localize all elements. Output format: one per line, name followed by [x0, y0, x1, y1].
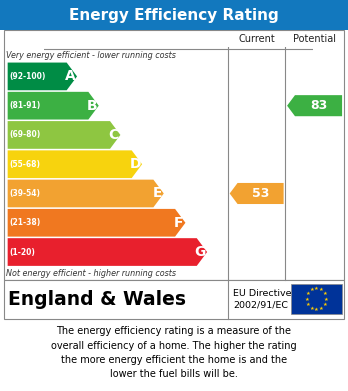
Text: ★: ★	[306, 302, 310, 307]
Text: Energy Efficiency Rating: Energy Efficiency Rating	[69, 7, 279, 23]
Text: (81-91): (81-91)	[9, 101, 41, 110]
Text: D: D	[129, 157, 141, 171]
Text: (92-100): (92-100)	[9, 72, 46, 81]
Text: (39-54): (39-54)	[9, 189, 40, 198]
Text: EU Directive
2002/91/EC: EU Directive 2002/91/EC	[233, 289, 292, 310]
Polygon shape	[8, 121, 120, 149]
Text: F: F	[174, 216, 183, 230]
Text: (69-80): (69-80)	[9, 131, 41, 140]
Text: ★: ★	[314, 307, 319, 312]
Text: England & Wales: England & Wales	[8, 290, 185, 308]
Text: ★: ★	[304, 297, 309, 301]
Text: C: C	[109, 128, 119, 142]
Polygon shape	[287, 95, 342, 116]
Text: ★: ★	[306, 291, 310, 296]
Text: E: E	[152, 187, 162, 201]
Text: (21-38): (21-38)	[9, 218, 41, 227]
Polygon shape	[8, 238, 207, 266]
Text: ★: ★	[319, 287, 324, 292]
Text: Current: Current	[238, 34, 275, 45]
Text: The energy efficiency rating is a measure of the
overall efficiency of a home. T: The energy efficiency rating is a measur…	[51, 326, 297, 380]
Text: (1-20): (1-20)	[9, 248, 35, 256]
Point	[218, 68, 222, 72]
Text: ★: ★	[309, 287, 314, 292]
Bar	[4, 30, 344, 280]
Point	[218, 260, 222, 265]
Text: 83: 83	[310, 99, 327, 112]
Text: 53: 53	[252, 187, 269, 200]
Polygon shape	[8, 179, 164, 207]
Polygon shape	[8, 151, 142, 178]
Polygon shape	[8, 92, 99, 120]
Bar	[4, 280, 344, 319]
Point	[218, 260, 222, 265]
Text: ★: ★	[324, 297, 328, 301]
Polygon shape	[8, 209, 185, 237]
Text: Potential: Potential	[293, 34, 336, 45]
Polygon shape	[8, 63, 77, 90]
Text: (55-68): (55-68)	[9, 160, 40, 169]
Text: ★: ★	[322, 302, 327, 307]
Text: ★: ★	[309, 306, 314, 311]
Text: G: G	[195, 245, 206, 259]
Text: Not energy efficient - higher running costs: Not energy efficient - higher running co…	[6, 269, 176, 278]
Text: ★: ★	[314, 286, 319, 291]
Point	[218, 290, 222, 295]
Bar	[0, 0, 348, 30]
Text: B: B	[87, 99, 97, 113]
Point	[262, 68, 267, 72]
Bar	[291, 284, 342, 314]
Point	[262, 260, 267, 265]
Text: A: A	[65, 70, 76, 83]
Text: Very energy efficient - lower running costs: Very energy efficient - lower running co…	[6, 51, 176, 60]
Text: ★: ★	[319, 306, 324, 311]
Text: ★: ★	[322, 291, 327, 296]
Polygon shape	[230, 183, 284, 204]
